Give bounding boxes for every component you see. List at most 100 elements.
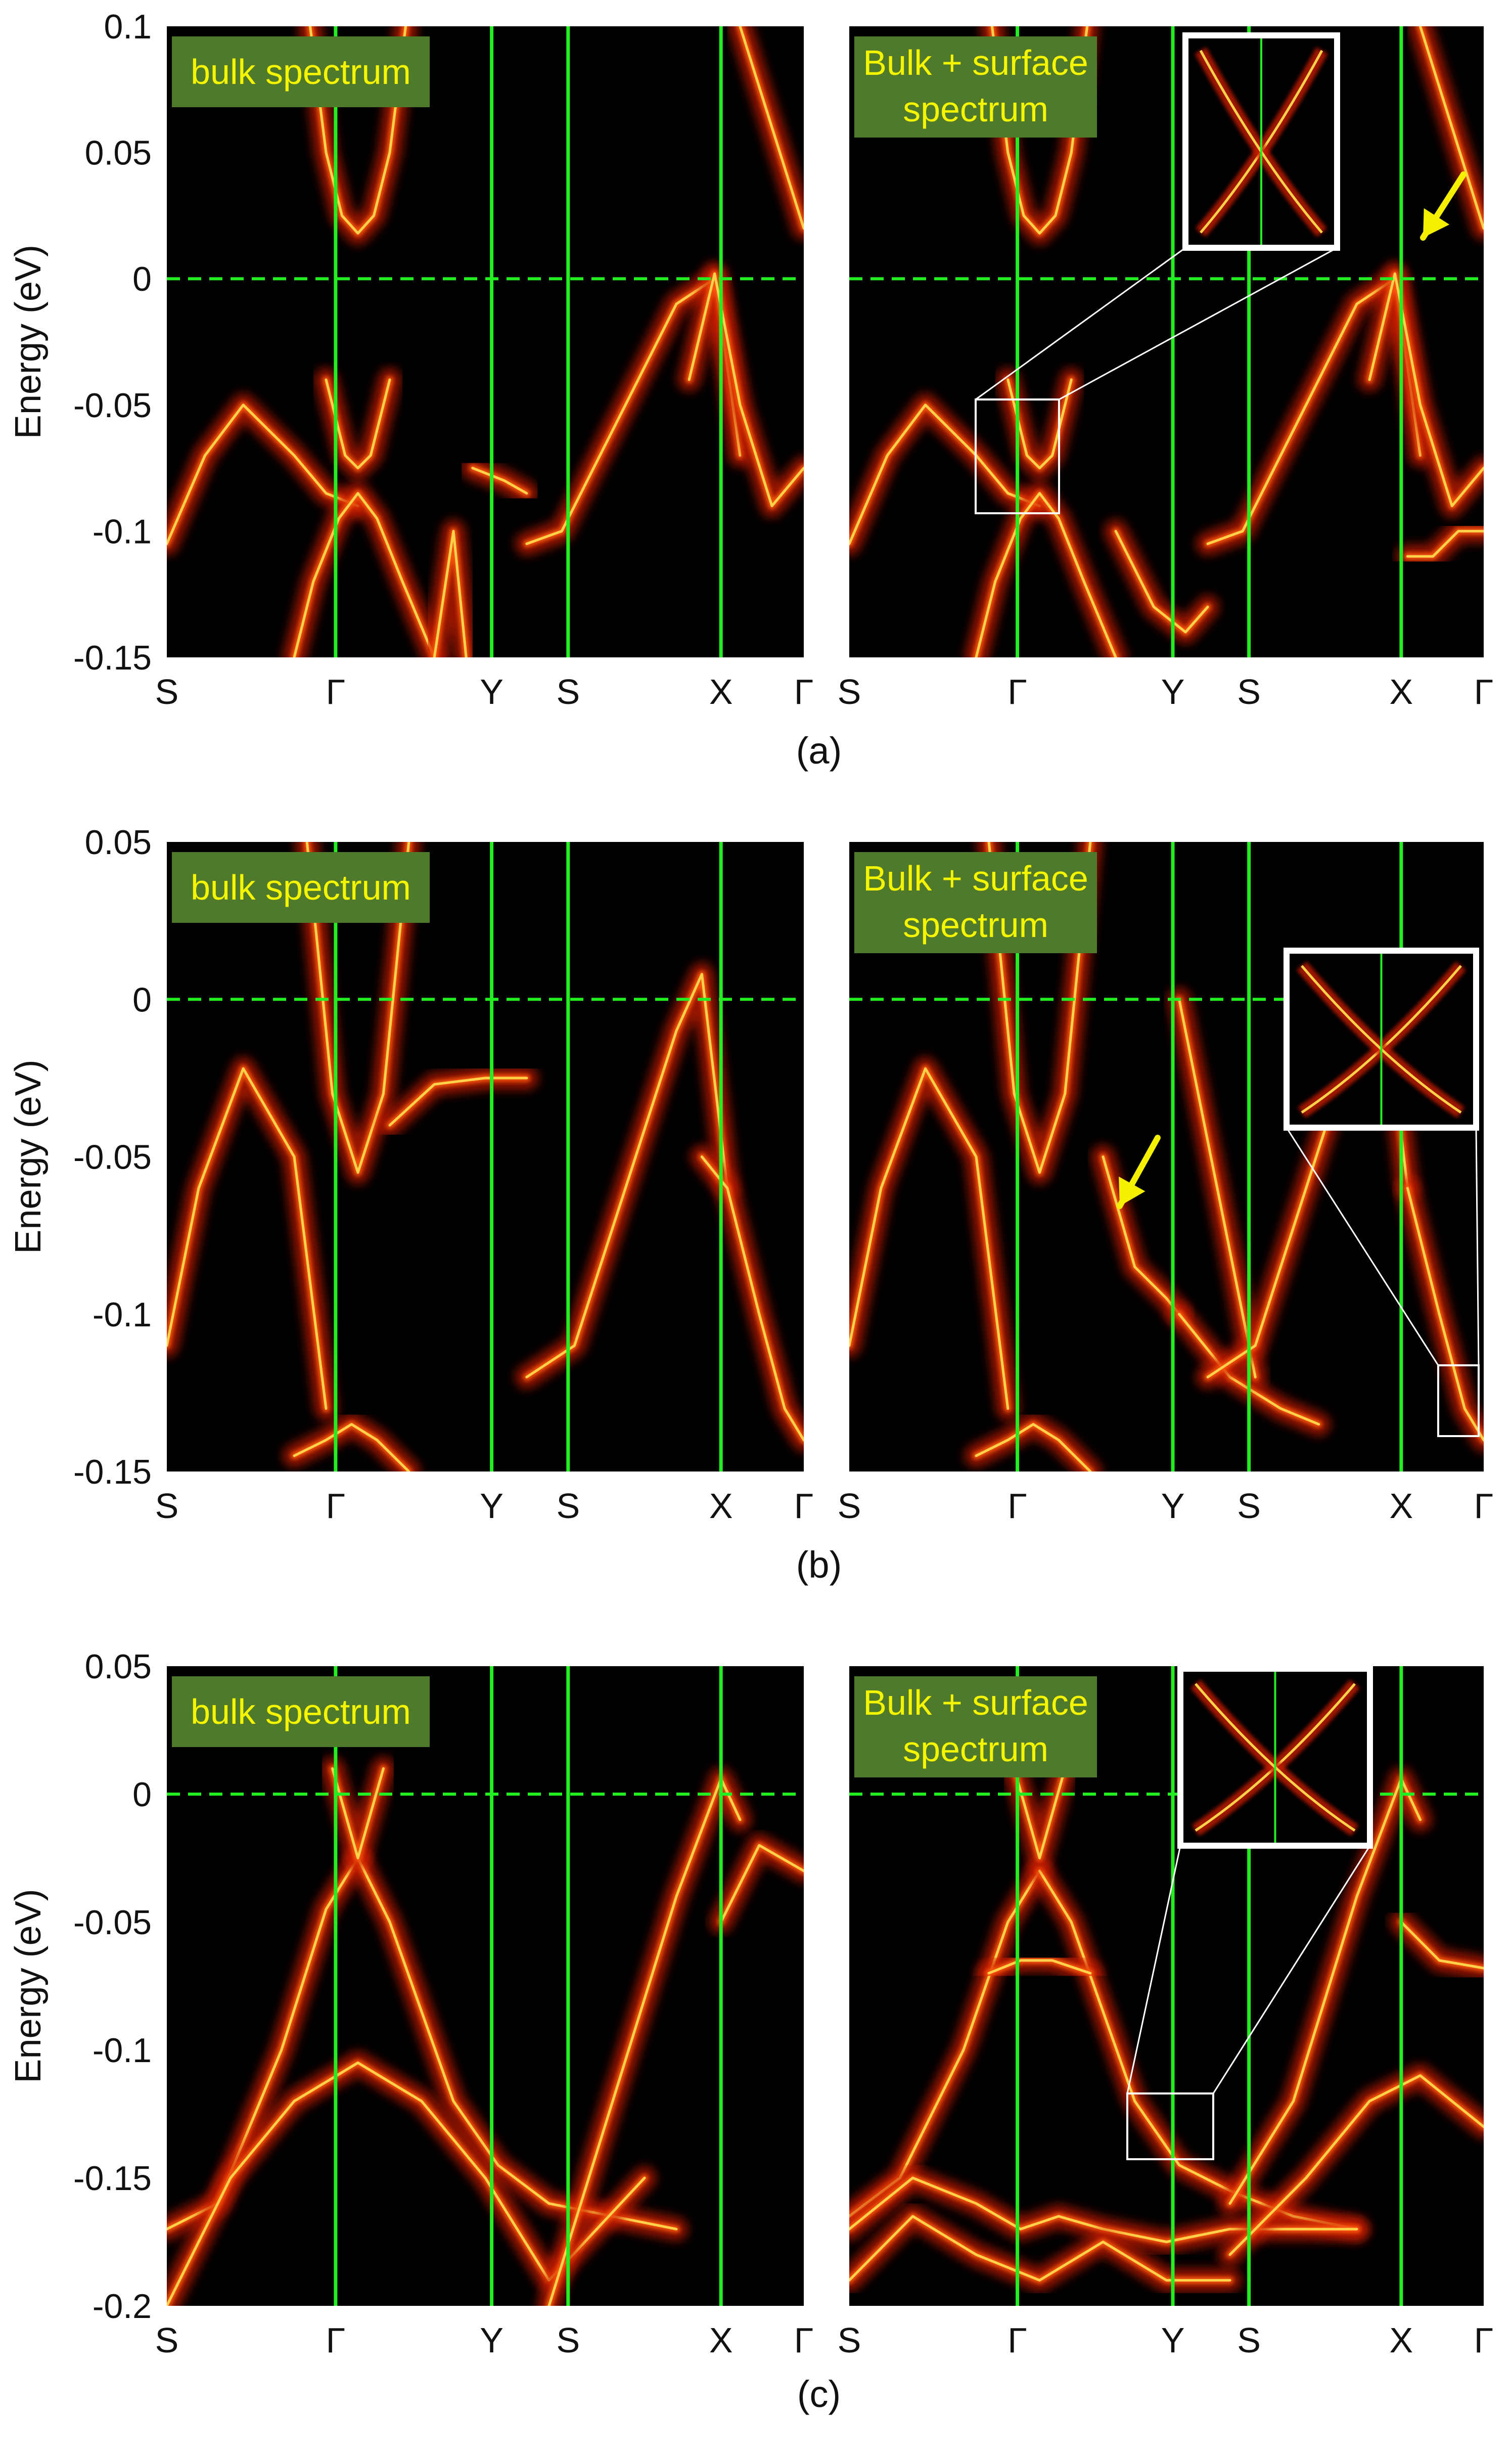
k-point-label: X — [709, 672, 733, 711]
band-line — [688, 272, 804, 507]
spectrum-panel-2-1: S Γ Y S X Γ Bulk + surface spectrum — [838, 1666, 1494, 2360]
band-line — [1419, 26, 1484, 230]
k-point-label: Γ — [1474, 2321, 1494, 2360]
k-point-label: S — [155, 2321, 179, 2360]
zoom-source-box — [1437, 1364, 1480, 1437]
k-point-label: S — [1237, 672, 1261, 711]
k-point-label: Y — [1161, 1486, 1185, 1526]
k-point-label: S — [1237, 2321, 1261, 2360]
badge-label: bulk spectrum — [191, 1692, 411, 1731]
k-point-label: X — [1389, 672, 1413, 711]
band-line — [1178, 998, 1257, 1378]
badge-label: Bulk + surface — [863, 1683, 1088, 1722]
band-group — [167, 842, 804, 1471]
band-line — [849, 2215, 1231, 2282]
k-point-label: S — [838, 2321, 861, 2360]
figure-row-0: Energy (eV)0.10.050-0.05-0.1-0.15(a)S Γ Y S… — [8, 8, 1493, 772]
k-point-label: Γ — [1474, 1486, 1494, 1526]
spectrum-badge — [854, 852, 1097, 953]
band-line — [849, 1067, 1010, 1410]
band-group — [849, 1757, 1484, 2292]
band-group — [167, 26, 804, 657]
k-point-label: Γ — [326, 1486, 346, 1526]
zoom-inset — [1126, 1666, 1373, 2160]
y-tick-label: -0.05 — [73, 1138, 152, 1177]
k-point-label: Γ — [794, 1486, 814, 1526]
y-tick-label: -0.05 — [73, 386, 152, 425]
band-line — [167, 2061, 646, 2306]
panel-caption: (a) — [796, 730, 842, 772]
band-line — [849, 404, 1041, 545]
zoom-inset — [1284, 948, 1480, 1437]
band-line — [719, 1844, 804, 1924]
arrow-head — [1423, 208, 1450, 238]
k-point-label: Γ — [1007, 1486, 1027, 1526]
band-line — [471, 467, 528, 495]
badge-label: bulk spectrum — [191, 52, 411, 92]
k-point-label: X — [1389, 2321, 1413, 2360]
band-line — [325, 378, 391, 470]
spectrum-badge — [854, 1676, 1097, 1777]
y-tick-label: 0 — [132, 980, 152, 1019]
k-point-label: Y — [480, 1486, 503, 1526]
k-point-label: Γ — [326, 672, 346, 711]
zoom-source-box — [975, 398, 1060, 514]
figure-row-1: Energy (eV)0.050-0.05-0.1-0.15(b)S Γ Y S X Γb… — [8, 823, 1493, 1586]
band-line — [309, 26, 407, 235]
band-group — [849, 26, 1484, 657]
y-tick-label: -0.15 — [73, 2159, 152, 2198]
yellow-arrow-icon — [1117, 1135, 1161, 1209]
band-line — [739, 26, 804, 230]
k-point-label: S — [556, 672, 580, 711]
band-line — [975, 1423, 1092, 1471]
y-tick-label: -0.15 — [73, 639, 152, 677]
badge-label: Bulk + surface — [863, 43, 1088, 82]
y-tick-label: 0.05 — [85, 1647, 152, 1686]
band-line — [1114, 529, 1209, 634]
k-point-label: S — [556, 1486, 580, 1526]
band-line — [547, 1777, 742, 2306]
y-axis-label: Energy (eV) — [8, 245, 49, 439]
band-line — [305, 842, 410, 1174]
spectrum-background — [167, 1666, 804, 2306]
k-point-label: Γ — [1474, 672, 1494, 711]
k-point-label: S — [155, 1486, 179, 1526]
zoom-connector — [1059, 247, 1338, 400]
band-line — [987, 842, 1092, 1174]
y-tick-label: 0.05 — [85, 823, 152, 862]
k-point-label: S — [838, 672, 861, 711]
spectrum-panel-1-1: S Γ Y S X Γ Bulk + surface spectrum — [838, 842, 1494, 1526]
y-tick-label: -0.05 — [73, 1903, 152, 1942]
badge-label: spectrum — [903, 90, 1048, 129]
y-tick-label: -0.15 — [73, 1453, 152, 1491]
badge-label: Bulk + surface — [863, 859, 1088, 898]
k-point-label: S — [1237, 1486, 1261, 1526]
spectrum-badge — [172, 852, 430, 923]
badge-label: spectrum — [903, 1729, 1048, 1769]
band-line — [1013, 1767, 1067, 1859]
band-line — [975, 492, 1117, 657]
badge-label: bulk spectrum — [191, 868, 411, 907]
band-line — [1178, 1313, 1320, 1426]
spectrum-badge — [172, 1676, 430, 1747]
band-line — [293, 1423, 410, 1471]
figure-row-2: Energy (eV)0.050-0.05-0.1-0.15-0.2(c)S Γ Y… — [8, 1647, 1493, 2415]
k-point-label: Y — [1161, 2321, 1185, 2360]
panel-caption: (c) — [797, 2373, 841, 2415]
badge-label: spectrum — [903, 905, 1048, 945]
y-axis-label: Energy (eV) — [8, 1059, 49, 1254]
y-tick-label: 0.1 — [104, 8, 152, 46]
y-tick-label: 0 — [132, 260, 152, 298]
band-line — [167, 1067, 328, 1410]
k-point-label: Γ — [794, 672, 814, 711]
k-point-label: Y — [1161, 672, 1185, 711]
spectrum-panel-0-1: S Γ Y S X Γ Bulk + surface spectrum — [838, 26, 1494, 711]
zoom-source-box — [1126, 2092, 1214, 2160]
band-line — [1228, 2074, 1484, 2256]
k-point-label: Y — [480, 2321, 503, 2360]
zoom-connector — [1126, 1845, 1181, 2094]
band-line — [293, 492, 436, 657]
